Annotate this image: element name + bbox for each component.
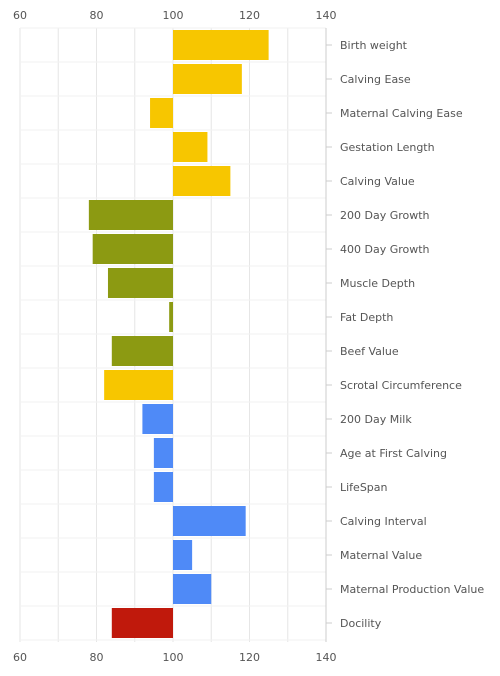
- category-label: Calving Ease: [340, 73, 411, 86]
- bar: [173, 64, 242, 94]
- category-label: Age at First Calving: [340, 447, 447, 460]
- x-tick-label-bottom: 80: [90, 651, 104, 664]
- bar: [173, 132, 208, 162]
- bar: [142, 404, 173, 434]
- category-label: Calving Interval: [340, 515, 427, 528]
- category-label: LifeSpan: [340, 481, 388, 494]
- bar: [92, 234, 173, 264]
- category-label: Muscle Depth: [340, 277, 415, 290]
- x-tick-label-top: 80: [90, 9, 104, 22]
- bar: [111, 336, 173, 366]
- bar: [173, 540, 193, 570]
- bar: [111, 608, 173, 638]
- axes: 60 60 80 80 100 100 120 120 140 140: [13, 9, 337, 664]
- x-tick-label-bottom: 60: [13, 651, 27, 664]
- category-labels: Birth weight Calving Ease Maternal Calving…: [340, 39, 484, 630]
- category-label: 400 Day Growth: [340, 243, 430, 256]
- bar: [173, 506, 246, 536]
- bar: [107, 268, 173, 298]
- bar: [150, 98, 173, 128]
- category-label: Docility: [340, 617, 382, 630]
- bar: [173, 166, 231, 196]
- category-label: Beef Value: [340, 345, 399, 358]
- category-label: Scrotal Circumference: [340, 379, 462, 392]
- category-label: Maternal Value: [340, 549, 422, 562]
- bar: [153, 438, 173, 468]
- x-tick-label-top: 140: [316, 9, 337, 22]
- category-label: Maternal Production Value: [340, 583, 484, 596]
- bar: [153, 472, 173, 502]
- category-label: 200 Day Milk: [340, 413, 412, 426]
- category-label: Maternal Calving Ease: [340, 107, 463, 120]
- category-label: Gestation Length: [340, 141, 435, 154]
- bar: [173, 30, 269, 60]
- category-label: Fat Depth: [340, 311, 393, 324]
- x-tick-label-top: 60: [13, 9, 27, 22]
- category-label: Birth weight: [340, 39, 408, 52]
- x-tick-label-bottom: 140: [316, 651, 337, 664]
- bar: [173, 574, 212, 604]
- bars: [88, 30, 269, 638]
- x-tick-label-bottom: 100: [163, 651, 184, 664]
- category-label: Calving Value: [340, 175, 415, 188]
- bar: [88, 200, 173, 230]
- x-tick-label-top: 100: [163, 9, 184, 22]
- x-tick-label-top: 120: [239, 9, 260, 22]
- bar: [169, 302, 173, 332]
- category-label: 200 Day Growth: [340, 209, 430, 222]
- bar: [104, 370, 173, 400]
- x-tick-label-bottom: 120: [239, 651, 260, 664]
- grid: [19, 27, 327, 642]
